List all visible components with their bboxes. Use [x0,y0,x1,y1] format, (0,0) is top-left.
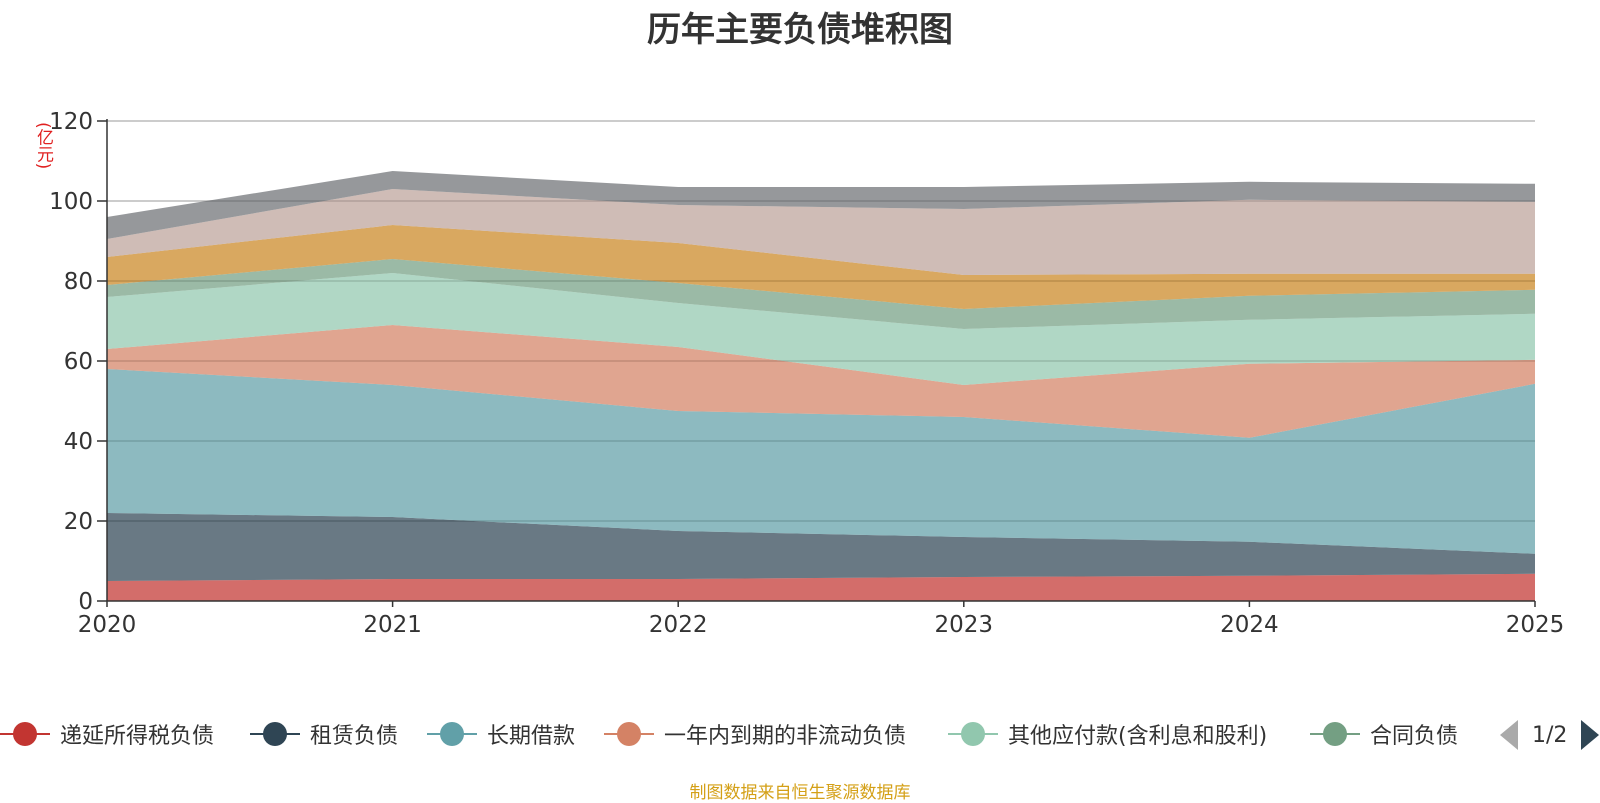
x-tick-label-2022: 2022 [649,612,708,638]
legend-label: 一年内到期的非流动负债 [664,724,907,749]
legend-marker-icon [948,722,998,746]
legend-label: 租赁负债 [310,724,399,749]
legend-marker-icon [427,722,477,746]
y-tick-label-60: 60 [64,349,93,375]
chart-title: 历年主要负债堆积图 [647,10,953,50]
legend-marker-icon [0,722,50,746]
y-tick-label-20: 20 [64,509,93,535]
area-series [107,120,1535,601]
legend-item-2[interactable]: 长期借款 [427,714,575,754]
area-series-8[interactable] [107,171,1535,239]
area-series-5[interactable] [107,259,1535,329]
area-series-1[interactable] [107,513,1535,581]
y-tick-label-40: 40 [64,429,93,455]
data-source-note: 制图数据来自恒生聚源数据库 [689,783,911,803]
y-axis-unit: (亿元) [33,122,53,170]
legend-prev-page-icon[interactable] [1500,720,1518,750]
x-tick-labels: 2020 2021 2022 2023 2024 2025 [78,601,1565,638]
legend-item-4[interactable]: 其他应付款(含利息和股利) [948,714,1267,754]
legend-label: 长期借款 [487,724,576,749]
legend-item-0[interactable]: 递延所得税负债 [0,714,214,754]
x-tick-label-2020: 2020 [78,612,137,638]
legend-page-indicator: 1/2 [1532,722,1568,748]
legend-item-1[interactable]: 租赁负债 [250,714,398,754]
area-series-0[interactable] [107,573,1535,601]
x-tick-label-2024: 2024 [1220,612,1279,638]
legend-item-5[interactable]: 合同负债 [1310,714,1458,754]
area-series-2[interactable] [107,369,1535,554]
x-tick-label-2025: 2025 [1506,612,1565,638]
legend-label: 递延所得税负债 [60,724,215,749]
y-tick-label-100: 100 [49,189,93,215]
stacked-area-chart: 0 20 40 60 80 100 120 2020 2021 2022 2023 2024 2025 [49,109,1565,638]
x-tick-label-2023: 2023 [935,612,994,638]
area-series-6[interactable] [107,225,1535,309]
legend-next-page-icon[interactable] [1581,720,1600,750]
area-series-3[interactable] [107,325,1535,438]
legend-marker-icon [604,722,654,746]
legend-item-3[interactable]: 一年内到期的非流动负债 [604,714,906,754]
legend: 递延所得税负债 租赁负债 长期借款 一年内到期的非流动负债 其他应付款(含利息和股利) 合… [0,714,1600,754]
area-series-4[interactable] [107,273,1535,385]
area-series-7[interactable] [107,189,1535,275]
y-tick-labels: 0 20 40 60 80 100 120 [49,109,107,615]
y-tick-label-120: 120 [49,109,93,135]
legend-label: 其他应付款(含利息和股利) [1008,724,1268,749]
legend-label: 合同负债 [1370,724,1459,749]
legend-marker-icon [1310,722,1360,746]
y-tick-label-0: 0 [78,589,93,615]
y-tick-label-80: 80 [64,269,93,295]
legend-pager: 1/2 [1500,718,1600,752]
legend-marker-icon [250,722,300,746]
x-tick-label-2021: 2021 [363,612,422,638]
